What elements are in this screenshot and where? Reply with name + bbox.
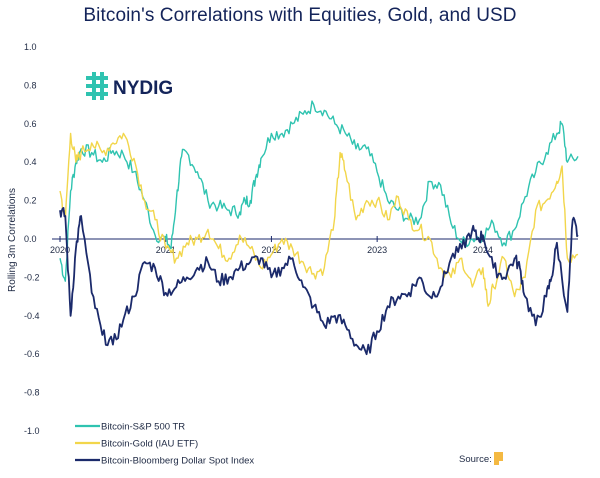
y-tick-label: -0.2 — [24, 272, 40, 282]
y-tick-label: 0.2 — [24, 196, 37, 206]
x-tick-label: 2023 — [367, 245, 387, 255]
x-tick-label: 2020 — [50, 245, 70, 255]
source-logo-icon — [494, 452, 503, 461]
y-tick-label: -0.6 — [24, 349, 40, 359]
series-line-usd — [59, 206, 579, 356]
y-tick-label: 0.8 — [24, 80, 37, 90]
y-tick-label: 1.0 — [24, 42, 37, 52]
source-note: Source: — [459, 452, 503, 465]
source-logo-icon-tail — [494, 461, 499, 465]
legend-label: Bitcoin-Gold (IAU ETF) — [101, 439, 198, 450]
legend-label: Bitcoin-S&P 500 TR — [101, 422, 185, 433]
legend: Bitcoin-S&P 500 TR Bitcoin-Gold (IAU ETF)… — [75, 422, 254, 467]
y-axis-labels: 1.0 0.8 0.6 0.4 0.2 0.0 -0.2 -0.4 -0.6 -0.8 -1.0 — [24, 42, 40, 436]
series-line-gold — [59, 132, 579, 307]
source-label: Source: — [459, 454, 492, 465]
nydig-mark-icon — [86, 72, 108, 100]
chart-title: Bitcoin's Correlations with Equities, Go… — [83, 5, 517, 26]
y-tick-label: -1.0 — [24, 426, 40, 436]
y-tick-label: -0.4 — [24, 311, 40, 321]
y-tick-label: -0.8 — [24, 388, 40, 398]
x-tick-label: 2024 — [473, 245, 493, 255]
y-axis-title: Rolling 3m Correlations — [7, 188, 18, 292]
x-tick-label: 2022 — [261, 245, 281, 255]
y-tick-label: 0.4 — [24, 157, 37, 167]
nydig-logo: NYDIG — [86, 72, 173, 100]
logo-text: NYDIG — [113, 78, 173, 99]
x-tick-label: 2021 — [156, 245, 176, 255]
series-line-sp500 — [59, 100, 579, 282]
y-tick-label: 0.0 — [24, 234, 37, 244]
y-tick-label: 0.6 — [24, 119, 37, 129]
series-lines — [59, 100, 579, 356]
legend-label: Bitcoin-Bloomberg Dollar Spot Index — [101, 456, 254, 467]
